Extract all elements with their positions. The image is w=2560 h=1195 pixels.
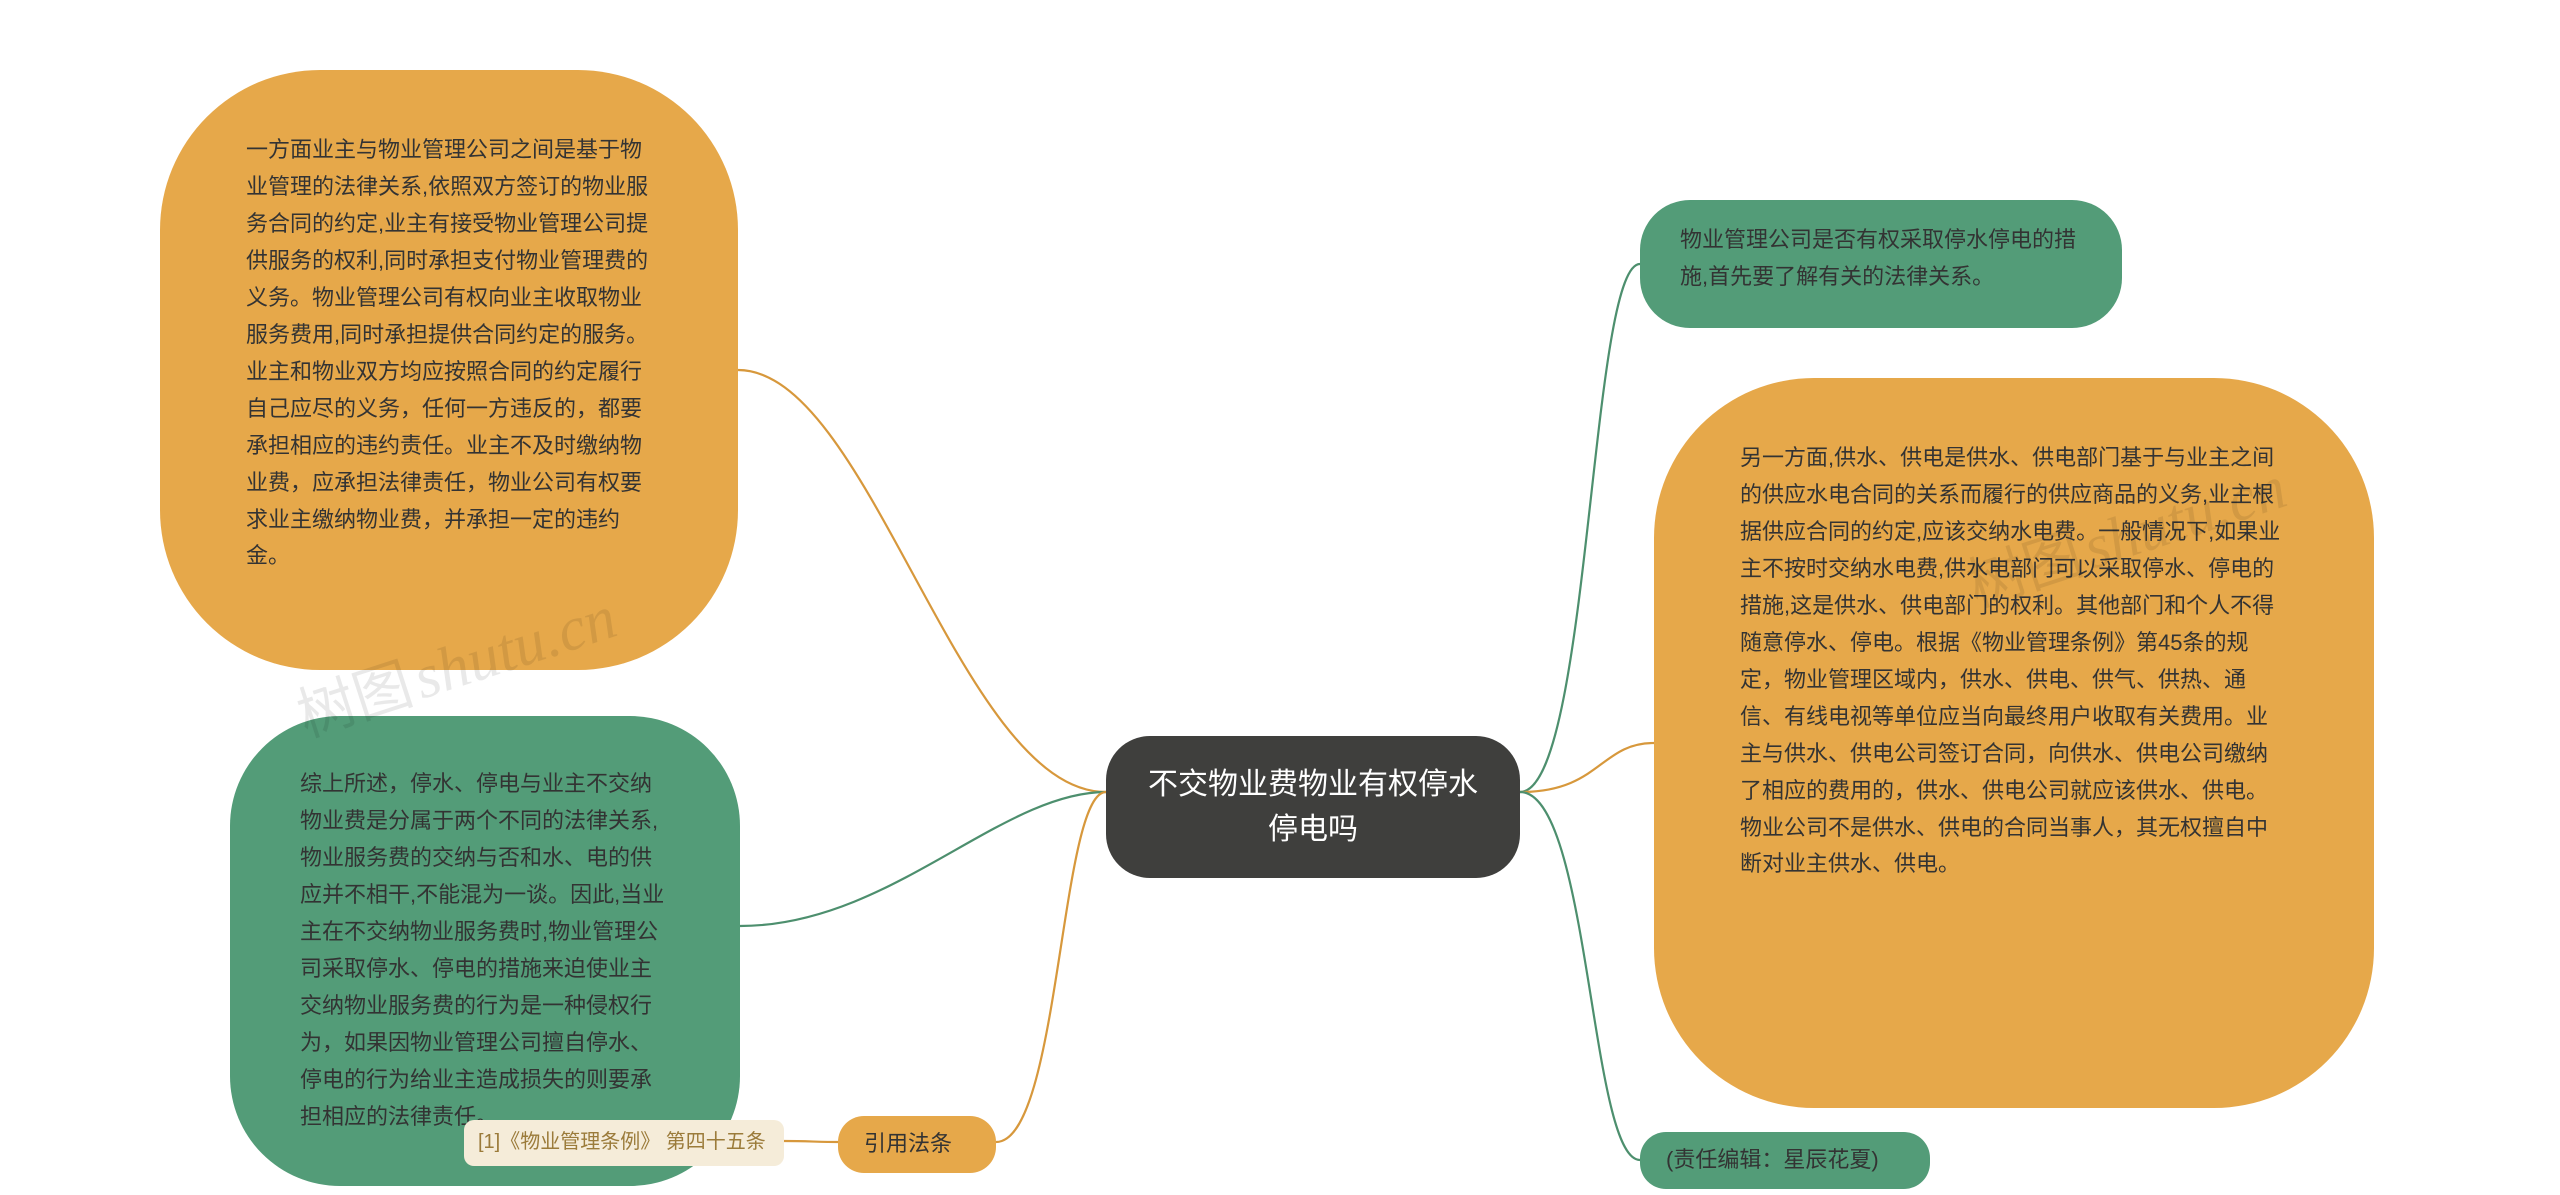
node-right-1-text: 物业管理公司是否有权采取停水停电的措施,首先要了解有关的法律关系。 — [1680, 227, 2076, 289]
node-left-3: 引用法条 — [838, 1116, 996, 1173]
node-right-2-text: 另一方面,供水、供电是供水、供电部门基于与业主之间的供应水电合同的关系而履行的供… — [1740, 445, 2280, 876]
node-left-2-text: 综上所述，停水、停电与业主不交纳物业费是分属于两个不同的法律关系,物业服务费的交… — [300, 771, 664, 1129]
node-right-1: 物业管理公司是否有权采取停水停电的措施,首先要了解有关的法律关系。 — [1640, 200, 2122, 328]
node-left-3-child: [1]《物业管理条例》 第四十五条 — [464, 1120, 784, 1166]
node-left-3-text: 引用法条 — [864, 1131, 952, 1156]
node-right-3: (责任编辑：星辰花夏) — [1640, 1132, 1930, 1189]
node-left-1: 一方面业主与物业管理公司之间是基于物业管理的法律关系,依照双方签订的物业服务合同… — [160, 70, 738, 670]
center-topic-text: 不交物业费物业有权停水停电吗 — [1148, 768, 1478, 846]
node-left-2: 综上所述，停水、停电与业主不交纳物业费是分属于两个不同的法律关系,物业服务费的交… — [230, 716, 740, 1186]
center-topic: 不交物业费物业有权停水停电吗 — [1106, 736, 1520, 878]
node-left-1-text: 一方面业主与物业管理公司之间是基于物业管理的法律关系,依照双方签订的物业服务合同… — [246, 137, 648, 568]
node-left-3-child-text: [1]《物业管理条例》 第四十五条 — [478, 1131, 766, 1153]
node-right-3-text: (责任编辑：星辰花夏) — [1666, 1147, 1879, 1172]
node-right-2: 另一方面,供水、供电是供水、供电部门基于与业主之间的供应水电合同的关系而履行的供… — [1654, 378, 2374, 1108]
